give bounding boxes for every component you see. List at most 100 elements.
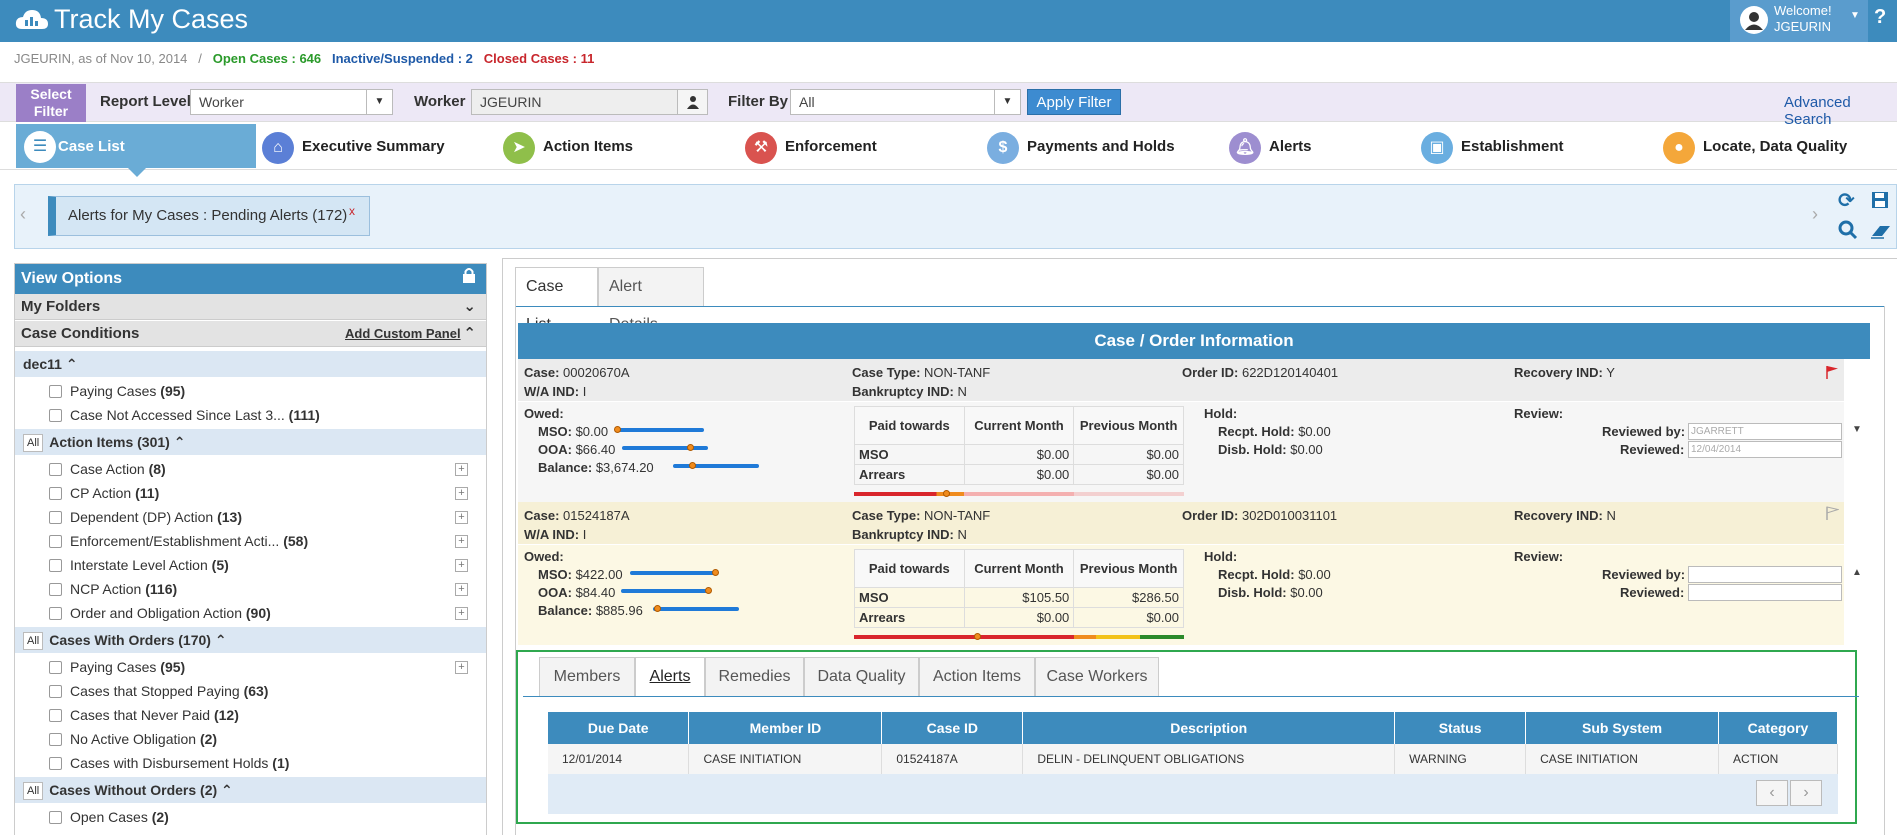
subtab-members[interactable]: Members [539, 657, 635, 697]
checkbox[interactable] [49, 606, 62, 620]
column-header[interactable]: Description [1022, 712, 1396, 744]
tab-alert-details[interactable]: Alert Details [598, 267, 704, 333]
list-item[interactable]: Order and Obligation Action (90) [49, 602, 271, 624]
column-header[interactable]: Case ID [881, 712, 1024, 744]
select-filter-button[interactable]: Select Filter [16, 84, 86, 122]
list-item[interactable]: CP Action (11) [49, 482, 159, 504]
checkbox[interactable] [49, 558, 62, 572]
advanced-search-link[interactable]: Advanced Search [1784, 94, 1851, 128]
reviewed-date-field[interactable]: 12/04/2014 [1688, 441, 1842, 458]
subtab-action-items[interactable]: Action Items [919, 657, 1035, 697]
column-header[interactable]: Category [1718, 712, 1838, 744]
my-folders-section[interactable]: My Folders ⌄ [15, 294, 486, 320]
reviewed-date-field[interactable] [1688, 584, 1842, 601]
subtab-case-workers[interactable]: Case Workers [1035, 657, 1159, 697]
column-header[interactable]: Due Date [548, 712, 690, 744]
eraser-icon[interactable] [1870, 222, 1892, 243]
checkbox[interactable] [49, 510, 62, 524]
chevron-left-icon[interactable]: ‹ [1756, 780, 1788, 806]
closed-cases-link[interactable]: Closed Cases : 11 [483, 51, 595, 66]
list-item[interactable]: Cases that Never Paid (12) [49, 704, 239, 726]
checkbox[interactable] [49, 384, 62, 398]
expand-plus-icon[interactable]: + [455, 487, 468, 500]
select-all-button[interactable]: All [23, 782, 44, 801]
group-dec11[interactable]: dec11 ⌃ [15, 351, 486, 377]
expand-plus-icon[interactable]: + [455, 661, 468, 674]
open-cases-link[interactable]: Open Cases : 646 [212, 51, 322, 66]
app-title: Track My Cases [54, 4, 249, 34]
subtab-alerts[interactable]: Alerts [635, 657, 705, 697]
nav-tab-case-list[interactable]: ☰ Case List [16, 124, 256, 177]
filter-chip[interactable]: Alerts for My Cases : Pending Alerts (17… [48, 196, 370, 236]
checkbox[interactable] [49, 582, 62, 596]
worker-field[interactable]: JGEURIN [471, 89, 708, 115]
expand-plus-icon[interactable]: + [455, 511, 468, 524]
caret-up-icon[interactable]: ▲ [1852, 567, 1862, 578]
reviewed-by-field[interactable]: JGARRETT [1688, 423, 1842, 440]
expand-plus-icon[interactable]: + [455, 607, 468, 620]
group-cases-with-orders[interactable]: All Cases With Orders (170) ⌃ [15, 627, 486, 653]
list-item[interactable]: Paying Cases (95) [49, 380, 185, 402]
top-header: Track My Cases Welcome! JGEURIN ▼ ? [0, 0, 1897, 42]
checkbox[interactable] [49, 732, 62, 746]
select-all-button[interactable]: All [23, 632, 44, 651]
table-row[interactable]: 12/01/2014 CASE INITIATION 01524187A DEL… [548, 744, 1838, 774]
caret-down-icon[interactable]: ▼ [1852, 424, 1862, 435]
checkbox[interactable] [49, 534, 62, 548]
flag-outline-icon[interactable] [1825, 506, 1840, 523]
list-item[interactable]: No Active Obligation (2) [49, 728, 217, 750]
expand-plus-icon[interactable]: + [455, 559, 468, 572]
select-all-button[interactable]: All [23, 434, 44, 453]
lock-icon[interactable] [462, 264, 476, 294]
double-chevron-up-icon[interactable]: ⌃ [463, 325, 476, 342]
chevron-left-icon[interactable]: ‹ [20, 204, 26, 224]
list-item[interactable]: Cases with Disbursement Holds (1) [49, 752, 289, 774]
list-item[interactable]: Case Not Accessed Since Last 3... (111) [49, 404, 320, 426]
user-menu[interactable]: Welcome! JGEURIN ▼ [1730, 0, 1868, 42]
flag-icon[interactable] [1825, 365, 1839, 382]
close-icon[interactable]: x [349, 204, 355, 218]
save-icon[interactable] [1870, 190, 1890, 213]
list-item[interactable]: Case Action (8) [49, 458, 166, 480]
column-header[interactable]: Sub System [1525, 712, 1720, 744]
column-header[interactable]: Status [1394, 712, 1527, 744]
checkbox[interactable] [49, 810, 62, 824]
report-level-label: Report Level [100, 93, 191, 110]
checkbox[interactable] [49, 684, 62, 698]
add-custom-panel-link[interactable]: Add Custom Panel [345, 326, 461, 341]
list-item[interactable]: Cases that Stopped Paying (63) [49, 680, 268, 702]
list-item[interactable]: Enforcement/Establishment Acti... (58) [49, 530, 308, 552]
expand-plus-icon[interactable]: + [455, 463, 468, 476]
refresh-icon[interactable]: ⟳ [1838, 190, 1855, 212]
checkbox[interactable] [49, 462, 62, 476]
apply-filter-button[interactable]: Apply Filter [1027, 89, 1121, 115]
expand-plus-icon[interactable]: + [455, 535, 468, 548]
subtab-data-quality[interactable]: Data Quality [804, 657, 919, 697]
subtab-remedies[interactable]: Remedies [705, 657, 804, 697]
inactive-cases-link[interactable]: Inactive/Suspended : 2 [332, 51, 473, 66]
checkbox[interactable] [49, 408, 62, 422]
list-item[interactable]: Dependent (DP) Action (13) [49, 506, 242, 528]
reviewed-by-field[interactable] [1688, 566, 1842, 583]
search-icon[interactable] [1838, 220, 1858, 243]
help-icon[interactable]: ? [1874, 6, 1887, 28]
group-cases-without-orders[interactable]: All Cases Without Orders (2) ⌃ [15, 777, 486, 803]
expand-plus-icon[interactable]: + [455, 583, 468, 596]
checkbox[interactable] [49, 660, 62, 674]
filter-by-select[interactable]: All ▼ [790, 89, 1021, 115]
tab-case-list[interactable]: Case List [515, 267, 598, 333]
list-item[interactable]: Open Cases (2) [49, 806, 169, 828]
list-item[interactable]: NCP Action (116) [49, 578, 177, 600]
checkbox[interactable] [49, 756, 62, 770]
chevron-right-icon[interactable]: › [1812, 204, 1818, 224]
ooa-progress-marker [687, 444, 694, 451]
checkbox[interactable] [49, 708, 62, 722]
report-level-select[interactable]: Worker ▼ [190, 89, 393, 115]
user-lookup-icon[interactable] [677, 90, 707, 114]
column-header[interactable]: Member ID [688, 712, 883, 744]
chevron-right-icon[interactable]: › [1790, 780, 1822, 806]
list-item[interactable]: Interstate Level Action (5) [49, 554, 229, 576]
group-action-items[interactable]: All Action Items (301) ⌃ [15, 429, 486, 455]
checkbox[interactable] [49, 486, 62, 500]
list-item[interactable]: Paying Cases (95) [49, 656, 185, 678]
